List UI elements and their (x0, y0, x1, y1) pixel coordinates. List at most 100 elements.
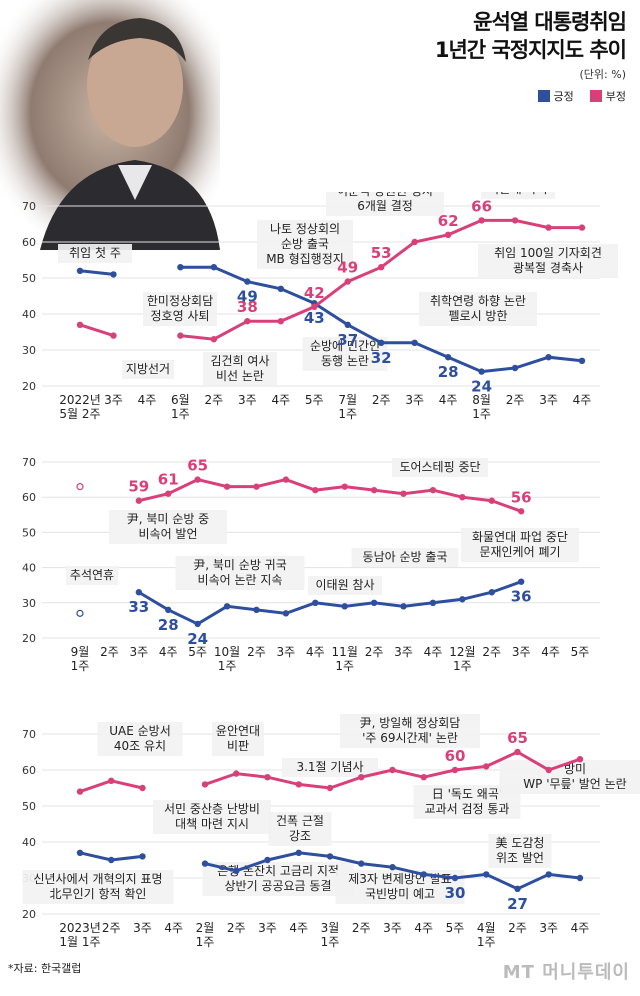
pos-data-point (514, 885, 521, 892)
page-title: 윤석열 대통령취임 1년간 국정지지도 추이 (435, 8, 627, 64)
x-tick-label: 4주 (439, 393, 458, 407)
annotation-text: 강조 (289, 829, 311, 843)
neg-data-point (210, 336, 218, 343)
pos-data-point (312, 599, 319, 606)
x-tick-label: 1주 (335, 659, 354, 673)
pos-data-point (420, 871, 427, 878)
x-tick-label: 6월 (171, 393, 190, 407)
pos-data-label: 43 (304, 309, 325, 327)
x-tick-label: 4주 (306, 645, 325, 659)
x-tick-label: 10월 (214, 645, 240, 659)
neg-data-label: 60 (445, 747, 466, 765)
y-tick-label: 50 (22, 272, 36, 285)
annotation-text: 교과서 검정 통과 (425, 802, 510, 816)
neg-data-point (517, 508, 525, 515)
x-tick-label: 1주 (453, 659, 472, 673)
annotation-box (143, 292, 217, 326)
annotation-text: 방미 (564, 762, 586, 776)
x-tick-label: 8월 (472, 393, 491, 407)
annotation-box (22, 870, 174, 904)
neg-data-point (244, 318, 251, 325)
legend-neg-swatch (589, 90, 602, 102)
annotation-text: 한미정상회담 (147, 294, 213, 308)
neg-data-point (459, 494, 466, 501)
x-tick-label: 3주 (104, 393, 123, 407)
y-tick-label: 70 (22, 728, 36, 741)
annotation-text: 건폭 근절 (276, 814, 324, 828)
x-tick-label: 11월 (332, 645, 358, 659)
pos-data-point (201, 860, 209, 867)
president-photo (0, 0, 220, 250)
pos-data-label: 33 (128, 598, 149, 616)
annotation-box (212, 722, 264, 756)
pos-data-point (400, 603, 407, 610)
annotation-text: 서민 중산층 난방비 (164, 802, 260, 816)
annotation-box (461, 528, 579, 562)
annotation-box (268, 812, 332, 846)
annotation-text: 박순애 사퇴 (488, 192, 547, 196)
annotation-box (153, 800, 271, 834)
x-tick-label: 2주 (506, 393, 525, 407)
y-tick-label: 70 (22, 456, 36, 469)
x-tick-label: 3월 (321, 921, 340, 935)
publisher-logo: MT 머니투데이 (502, 962, 630, 983)
annotation-text: 비속어 발언 (138, 527, 197, 541)
pos-data-point (511, 364, 519, 372)
y-tick-label: 70 (22, 200, 36, 213)
neg-data-point (223, 483, 231, 490)
neg-data-point (139, 784, 146, 792)
y-tick-label: 50 (22, 526, 36, 539)
x-tick-label: 2주 (365, 645, 384, 659)
x-tick-label: 4주 (571, 921, 590, 935)
pos-data-point (344, 321, 351, 328)
x-tick-label: 2주 (100, 645, 119, 659)
annotation-box (481, 192, 555, 199)
pos-data-point (429, 599, 437, 606)
neg-data-point (420, 774, 427, 781)
pos-data-point (233, 867, 240, 874)
pos-data-point (451, 874, 459, 882)
pos-data-point (578, 357, 586, 364)
annotation-box (478, 244, 618, 278)
x-tick-label: 4주 (541, 645, 560, 659)
neg-data-label: 62 (438, 212, 459, 230)
pos-series-line (79, 269, 114, 276)
neg-data-label: 49 (337, 259, 358, 277)
neg-data-point (488, 497, 495, 504)
neg-data-label: 65 (507, 729, 528, 747)
pos-data-point (76, 849, 84, 856)
neg-data-point (429, 486, 437, 494)
annotation-text: 화물연대 파업 중단 (472, 530, 568, 544)
x-tick-label: 4주 (424, 645, 443, 659)
annotation-text: 北무인기 항적 확인 (50, 887, 147, 901)
neg-data-point (201, 781, 209, 788)
neg-data-point (545, 224, 552, 231)
annotation-box (203, 352, 277, 386)
pos-data-point (194, 620, 201, 628)
annotation-box (351, 548, 459, 567)
annotation-text: 펠로시 방한 (448, 309, 507, 323)
annotation-text: 정호영 사퇴 (150, 309, 209, 323)
annotation-text: 美 도감청 (496, 836, 545, 850)
pos-data-point (210, 264, 218, 271)
pos-data-point (545, 354, 552, 361)
x-tick-label: 4주 (414, 921, 433, 935)
neg-data-label: 56 (511, 488, 532, 506)
annotation-text: 6개월 결정 (357, 199, 413, 213)
annotation-text: 비판 (227, 739, 249, 753)
x-tick-label: 1주 (218, 659, 237, 673)
pos-data-point (444, 354, 452, 361)
x-tick-label: 1주 (338, 407, 357, 421)
x-tick-label: 3주 (394, 645, 413, 659)
pos-data-label: 37 (337, 331, 358, 349)
annotation-text: 동남아 순방 출국 (363, 550, 448, 564)
pos-data-point (108, 856, 115, 864)
x-tick-label: 2023년 (59, 921, 101, 935)
neg-data-point (76, 788, 84, 795)
annotation-box (282, 758, 378, 777)
x-tick-label: 3주 (539, 921, 558, 935)
neg-data-point (76, 483, 84, 491)
x-tick-label: 1주 (472, 407, 491, 421)
x-tick-label: 4월 (477, 921, 496, 935)
